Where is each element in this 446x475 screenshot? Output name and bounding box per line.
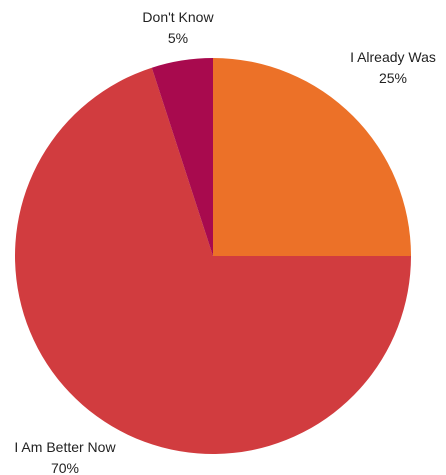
slice-value-i-am-better-now: 70% <box>51 460 79 475</box>
slice-label-i-am-better-now: I Am Better Now <box>14 439 116 455</box>
slice-label-i-already-was: I Already Was <box>350 49 436 65</box>
slice-value-i-already-was: 25% <box>379 70 407 86</box>
pie-slice-i-am-better-now <box>14 67 412 455</box>
labels-layer: I Already Was 25% I Am Better Now 70% Don't … <box>14 9 436 475</box>
slice-label-don-t-know: Don't Know <box>142 9 214 25</box>
pie-slice-don-t-know <box>151 58 213 256</box>
slice-value-don-t-know: 5% <box>168 30 188 46</box>
pie-slice-i-already-was <box>213 58 411 256</box>
slices-layer <box>14 58 412 455</box>
